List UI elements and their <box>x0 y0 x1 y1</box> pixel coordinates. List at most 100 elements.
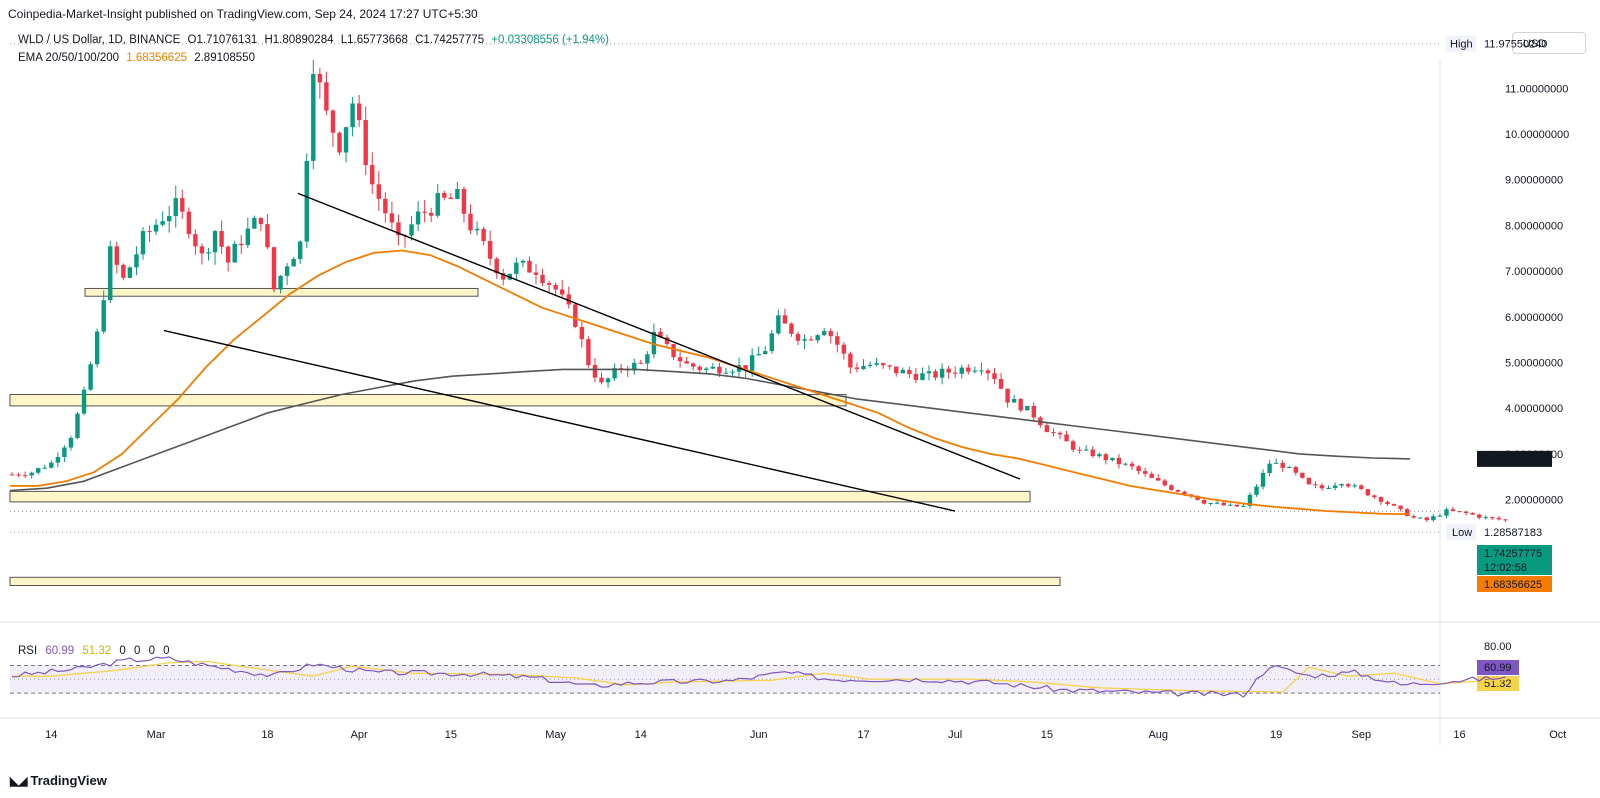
candle-body <box>370 165 375 185</box>
candle-body <box>1228 504 1233 506</box>
candle <box>861 359 866 370</box>
zone-box <box>9 576 1061 587</box>
candle <box>180 189 185 219</box>
candle-body <box>802 339 807 341</box>
candle <box>225 245 231 272</box>
candle <box>985 368 991 381</box>
candle-body <box>42 467 47 469</box>
candle-body <box>1457 511 1462 513</box>
candle <box>147 225 152 243</box>
candle <box>383 192 388 223</box>
candle-body <box>992 373 997 380</box>
candle-body <box>1077 449 1082 451</box>
candle-body <box>55 456 61 463</box>
candle <box>1424 516 1429 523</box>
candle <box>1175 489 1181 493</box>
candle-body <box>1372 495 1377 498</box>
candle-body <box>75 413 80 439</box>
candle <box>298 240 303 264</box>
ema50-line <box>10 249 1411 516</box>
candle <box>160 211 165 227</box>
candle-body <box>671 344 676 358</box>
candle-body <box>1149 473 1154 478</box>
candle-body <box>356 103 362 121</box>
candle-body <box>1470 512 1475 515</box>
candle-body <box>677 357 683 362</box>
candle-body <box>540 274 545 284</box>
rsi-ma-line <box>12 660 1506 693</box>
candle-body <box>632 362 637 371</box>
candle-body <box>1437 515 1443 517</box>
candle <box>468 204 473 235</box>
candle-body <box>134 254 139 268</box>
candle-body <box>1110 457 1115 461</box>
candle <box>1431 514 1436 522</box>
candle <box>1352 483 1357 489</box>
y-axis-label: 11.00000000 <box>1505 83 1568 95</box>
rsi-zero-2: 0 <box>133 645 141 657</box>
candle <box>1372 494 1377 499</box>
candle <box>677 349 683 368</box>
candle <box>822 328 827 337</box>
y-axis-label: 6.00000000 <box>1505 312 1563 324</box>
candle <box>1142 467 1148 477</box>
candle <box>1411 514 1416 519</box>
candle-body <box>1103 454 1109 461</box>
candle-body <box>553 284 558 290</box>
candle <box>363 106 368 176</box>
candle <box>612 363 617 381</box>
candle <box>913 368 919 384</box>
candle-body <box>566 294 571 305</box>
candle-body <box>946 368 951 373</box>
ema200-tag: 2.89108550 <box>1484 454 1542 466</box>
candle-body <box>907 369 912 374</box>
candle <box>68 435 74 451</box>
symbol-name[interactable]: WLD / US Dollar, 1D, BINANCE <box>18 34 181 46</box>
candle-body <box>1313 484 1318 486</box>
candle <box>481 226 486 246</box>
rsi-zero-1: 0 <box>119 645 126 657</box>
candle <box>186 207 192 239</box>
candle-body <box>651 331 657 355</box>
candle-body <box>841 344 847 354</box>
candle <box>573 302 578 329</box>
candle <box>330 109 336 147</box>
rsi-tag-bg <box>1477 660 1519 675</box>
candle <box>265 214 270 249</box>
candle-body <box>1463 511 1469 513</box>
candle-body <box>1182 491 1187 495</box>
rsi-label[interactable]: RSI <box>18 645 38 657</box>
candle <box>36 467 41 475</box>
ema-label[interactable]: EMA 20/50/100/200 <box>18 52 120 64</box>
candle-body <box>62 447 67 457</box>
candle-body <box>317 73 323 83</box>
candle-body <box>795 333 801 341</box>
candle-body <box>1025 405 1030 411</box>
candle <box>1463 510 1469 516</box>
candle-body <box>1326 488 1331 490</box>
candle <box>907 366 912 379</box>
symbol-legend: WLD / US Dollar, 1D, BINANCE O1.71076131… <box>18 34 613 46</box>
tradingview-logo[interactable]: ◣◢ TradingView <box>10 773 107 788</box>
candle <box>239 235 244 254</box>
candle-body <box>383 198 388 214</box>
candle-body <box>199 246 205 254</box>
open-value: O1.71076131 <box>187 34 258 46</box>
candle-body <box>389 213 395 223</box>
candle-body <box>435 193 440 216</box>
currency-button[interactable]: USD <box>1512 32 1586 54</box>
rsi-legend: RSI 60.99 51.32 0 0 0 0 <box>18 645 175 657</box>
candle <box>730 369 735 377</box>
candle <box>153 219 159 235</box>
low-value: L1.65773668 <box>340 34 408 46</box>
candle-body <box>193 234 198 247</box>
candle-body <box>239 243 244 246</box>
low-tag-label: Low <box>1452 527 1472 539</box>
candle-body <box>1070 441 1076 450</box>
candle <box>776 309 781 335</box>
candle-body <box>1267 463 1272 473</box>
y-axis-label: 7.00000000 <box>1505 266 1563 278</box>
candle-body <box>88 364 93 390</box>
candle-body <box>108 246 113 301</box>
